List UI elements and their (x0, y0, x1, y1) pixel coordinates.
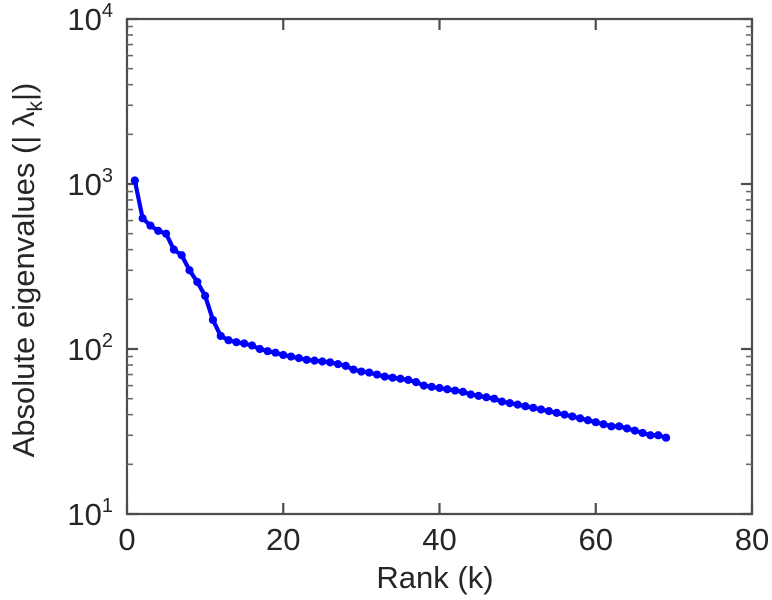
data-point (146, 221, 155, 230)
data-point (333, 360, 343, 369)
data-point (654, 431, 663, 440)
data-point (490, 394, 499, 403)
data-point (513, 400, 522, 409)
y-tick-label-2: 102 (67, 330, 113, 367)
data-point (560, 410, 569, 419)
x-axis-title: Rank (k) (376, 560, 493, 595)
data-point (154, 226, 163, 235)
data-point (630, 426, 639, 435)
x-tick-label-60: 60 (579, 522, 613, 557)
data-point (568, 412, 577, 421)
data-point (521, 402, 530, 411)
data-point (646, 431, 655, 440)
data-point (193, 277, 202, 287)
data-point (435, 383, 444, 393)
data-point (458, 387, 468, 396)
y-axis-tick-labels: 101 102 103 104 (67, 0, 113, 532)
data-point (482, 393, 491, 402)
y-tick-label-4: 104 (67, 0, 113, 37)
data-point (138, 214, 147, 223)
data-point (411, 378, 421, 387)
data-point (615, 422, 624, 431)
data-point (552, 408, 561, 417)
data-point (427, 382, 436, 391)
x-axis-tick-labels: 0 20 40 60 80 (118, 522, 769, 557)
x-tick-label-40: 40 (422, 522, 456, 557)
data-point (201, 291, 210, 300)
data-point (388, 373, 397, 382)
data-series-group (130, 176, 671, 442)
data-point (326, 358, 335, 367)
data-point (529, 403, 538, 412)
x-tick-label-0: 0 (118, 522, 135, 557)
data-point (240, 339, 249, 348)
data-point (310, 356, 319, 365)
x-axis-ticks (125, 19, 754, 514)
data-point (599, 420, 608, 429)
data-point (661, 433, 671, 442)
data-point (130, 176, 139, 185)
data-point (349, 365, 358, 374)
data-point (279, 350, 288, 360)
data-point (169, 245, 178, 254)
data-point (177, 251, 186, 260)
data-point (185, 266, 194, 275)
data-point (474, 391, 483, 400)
y-axis-title: Absolute eigenvalues (| λk|) (6, 83, 47, 458)
data-point (318, 357, 327, 366)
data-point (372, 370, 382, 379)
data-point (263, 347, 272, 356)
data-point (591, 418, 600, 427)
data-point (443, 385, 452, 394)
data-point (396, 374, 405, 383)
data-point (576, 414, 585, 423)
data-point (466, 390, 475, 399)
y-axis-ticks (127, 17, 752, 516)
data-point (341, 361, 350, 370)
data-point (607, 422, 616, 431)
data-point (357, 367, 366, 376)
data-point (544, 407, 553, 416)
data-point (208, 315, 218, 325)
data-point (365, 368, 374, 377)
data-point (271, 348, 280, 357)
y-axis-title-group: Absolute eigenvalues (| λk|) (6, 83, 47, 458)
data-point (419, 381, 428, 390)
y-tick-label-1: 101 (67, 495, 113, 532)
data-point (451, 386, 460, 395)
x-tick-label-20: 20 (266, 522, 300, 557)
data-point (583, 416, 593, 425)
data-point (622, 424, 632, 433)
axes-box (125, 17, 754, 516)
y-tick-label-3: 103 (67, 165, 113, 202)
data-point (302, 355, 311, 364)
series-line-eigenvalue-spectrum (132, 178, 669, 440)
data-point (638, 428, 647, 438)
data-point (255, 344, 264, 354)
x-tick-label-80: 80 (735, 522, 769, 557)
series-markers-eigenvalue-spectrum (130, 176, 671, 442)
data-point (380, 372, 389, 381)
data-point (404, 375, 413, 384)
data-point (216, 331, 225, 341)
data-point (286, 352, 296, 361)
data-point (536, 405, 546, 414)
data-point (232, 338, 241, 347)
data-point (224, 336, 233, 345)
data-point (247, 341, 257, 350)
data-point (161, 229, 171, 238)
data-point (294, 354, 303, 363)
data-point (505, 399, 514, 408)
data-point (497, 397, 507, 406)
